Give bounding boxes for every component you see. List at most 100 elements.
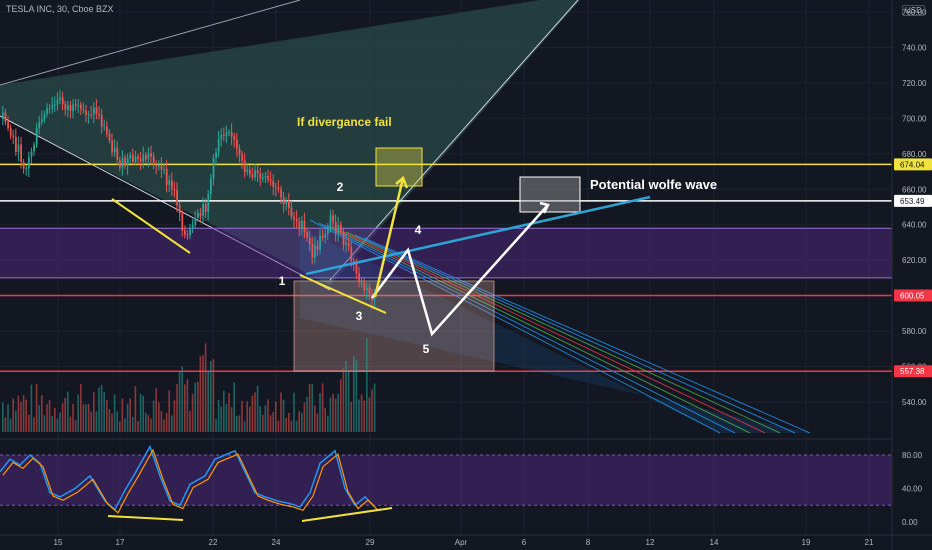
volume-bar bbox=[163, 419, 165, 432]
date-tick-label: 22 bbox=[209, 538, 218, 547]
volume-bar bbox=[145, 412, 147, 432]
divergence-target-box bbox=[375, 147, 423, 187]
volume-bar bbox=[363, 400, 365, 432]
volume-bar bbox=[324, 407, 326, 432]
candle-body bbox=[67, 105, 69, 110]
wave-point-label: 5 bbox=[423, 342, 430, 356]
price-tick-label: 740.00 bbox=[902, 43, 927, 52]
price-tick-label: 760.00 bbox=[902, 8, 927, 17]
candle-body bbox=[126, 158, 129, 166]
volume-bar bbox=[272, 411, 274, 432]
wolfe-target-box bbox=[519, 176, 581, 213]
wolfe-wave-path bbox=[371, 204, 549, 337]
fan-channel bbox=[0, 0, 580, 291]
candle-body bbox=[155, 164, 158, 167]
volume-bar bbox=[165, 412, 168, 432]
trend-drawings bbox=[111, 175, 651, 337]
candle-body bbox=[217, 139, 220, 153]
candle-body bbox=[249, 169, 251, 175]
volume-bar bbox=[267, 399, 269, 432]
fan-lower-line bbox=[0, 115, 331, 291]
volume-bar bbox=[254, 392, 256, 432]
volume-bar bbox=[168, 390, 170, 432]
volume-bar bbox=[43, 415, 46, 432]
candle-body bbox=[204, 203, 207, 212]
candle-body bbox=[223, 134, 225, 136]
volume-bar bbox=[67, 391, 69, 432]
candle-body bbox=[342, 231, 345, 245]
volume-bar bbox=[100, 384, 103, 432]
candle-body bbox=[316, 245, 319, 250]
candle-body bbox=[199, 212, 202, 216]
zone-band-fill bbox=[0, 228, 892, 278]
price-tick-label: 680.00 bbox=[902, 150, 927, 159]
candle-body bbox=[54, 104, 56, 106]
volume-bar bbox=[241, 400, 243, 432]
price-label-text: 600.05 bbox=[900, 292, 925, 301]
candle-body bbox=[277, 187, 280, 190]
candle-body bbox=[158, 165, 160, 167]
volume-bar bbox=[350, 401, 352, 432]
candle-body bbox=[186, 234, 189, 236]
candle-body bbox=[150, 153, 152, 157]
volume-bar bbox=[316, 413, 319, 432]
candle-body bbox=[59, 97, 61, 100]
volume-bar bbox=[25, 399, 27, 432]
oscillator-divergence-line-2 bbox=[301, 507, 393, 522]
price-label-tag bbox=[894, 194, 932, 207]
volume-bar bbox=[74, 420, 77, 432]
volume-bar bbox=[371, 389, 373, 432]
price-label-tag bbox=[894, 289, 932, 302]
volume-bar bbox=[181, 366, 183, 432]
volume-bar bbox=[220, 406, 222, 432]
volume-bar bbox=[15, 410, 17, 432]
volume-bar bbox=[236, 415, 238, 432]
candle-body bbox=[360, 282, 363, 284]
candle-body bbox=[33, 144, 35, 152]
candle-body bbox=[311, 244, 314, 258]
volume-bar bbox=[340, 379, 342, 432]
oscillator-tick-label: 0.00 bbox=[902, 518, 918, 527]
candle-body bbox=[288, 200, 290, 208]
volume-bar bbox=[238, 415, 241, 432]
volume-bar bbox=[358, 399, 360, 432]
volume-bar bbox=[152, 400, 155, 432]
price-divergence-line-2 bbox=[299, 274, 387, 314]
candle-body bbox=[184, 230, 186, 235]
candle-body bbox=[152, 156, 155, 165]
channel-line bbox=[336, 228, 766, 434]
candle-body bbox=[77, 104, 80, 106]
oscillator-d-line bbox=[2, 448, 379, 514]
date-tick-label: 14 bbox=[710, 538, 719, 547]
channel-line bbox=[363, 237, 811, 434]
annotations: If divergance fail Potential wolfe wave 1 2… bbox=[279, 115, 718, 356]
oscillator-k-line bbox=[0, 444, 376, 511]
candle-body bbox=[85, 110, 87, 115]
channel-line bbox=[318, 222, 736, 434]
candle-body bbox=[178, 205, 181, 214]
price-label-text: 557.38 bbox=[900, 367, 925, 376]
candle-body bbox=[129, 155, 132, 159]
volume-bar bbox=[72, 403, 74, 432]
channel-line bbox=[345, 231, 781, 434]
candle-body bbox=[272, 181, 275, 187]
candle-body bbox=[48, 107, 51, 109]
candle-body bbox=[256, 170, 259, 174]
candle-body bbox=[124, 157, 126, 166]
candle-body bbox=[176, 189, 178, 206]
volume-bar bbox=[22, 395, 25, 432]
volume-bar bbox=[277, 420, 280, 432]
candle-body bbox=[301, 220, 303, 229]
candle-body bbox=[358, 273, 360, 283]
oscillator-pane bbox=[0, 438, 932, 522]
candle-body bbox=[236, 139, 238, 149]
volume-bar bbox=[106, 399, 108, 432]
currency-badge[interactable]: USD bbox=[902, 5, 925, 16]
wave-point-label: 3 bbox=[356, 309, 363, 323]
volume-bar bbox=[150, 418, 152, 432]
volume-bar bbox=[303, 402, 306, 432]
candle-body bbox=[264, 176, 267, 178]
volume-bar bbox=[191, 393, 194, 432]
volume-bar bbox=[366, 338, 368, 432]
